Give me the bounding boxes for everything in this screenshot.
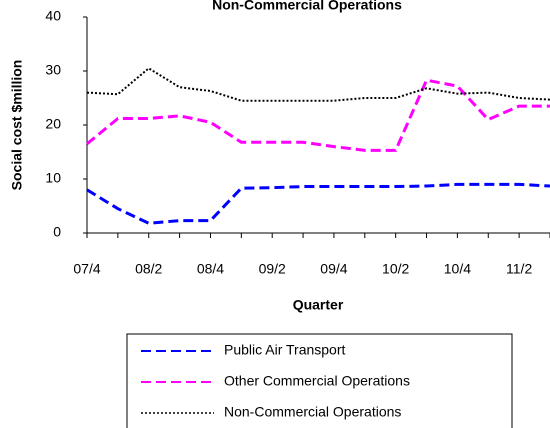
x-tick-label: 10/2: [382, 261, 409, 277]
x-axis-label: Quarter: [293, 297, 344, 313]
series-line: [86, 78, 550, 152]
x-tick-label: 08/2: [135, 261, 162, 277]
series-line: [86, 182, 550, 225]
x-tick-label: 08/4: [197, 261, 224, 277]
series-line: [86, 67, 550, 102]
y-tick-label: 10: [45, 170, 61, 186]
y-tick-label: 20: [45, 116, 61, 132]
x-tick-label: 10/4: [444, 261, 471, 277]
x-tick-label: 09/4: [320, 261, 347, 277]
x-tick-label: 07/4: [73, 261, 100, 277]
y-tick-label: 40: [45, 8, 61, 24]
y-tick-label: 0: [53, 224, 61, 240]
y-tick-label: 30: [45, 62, 61, 78]
legend-label: Other Commercial Operations: [224, 373, 410, 389]
x-tick-label: 11/2: [506, 261, 532, 277]
chart-title: Non-Commercial Operations: [212, 0, 402, 13]
x-tick-label: 09/2: [259, 261, 286, 277]
legend-label: Public Air Transport: [224, 342, 345, 358]
legend-label: Non-Commercial Operations: [224, 404, 401, 420]
y-axis-label: Social cost $million: [9, 60, 25, 191]
